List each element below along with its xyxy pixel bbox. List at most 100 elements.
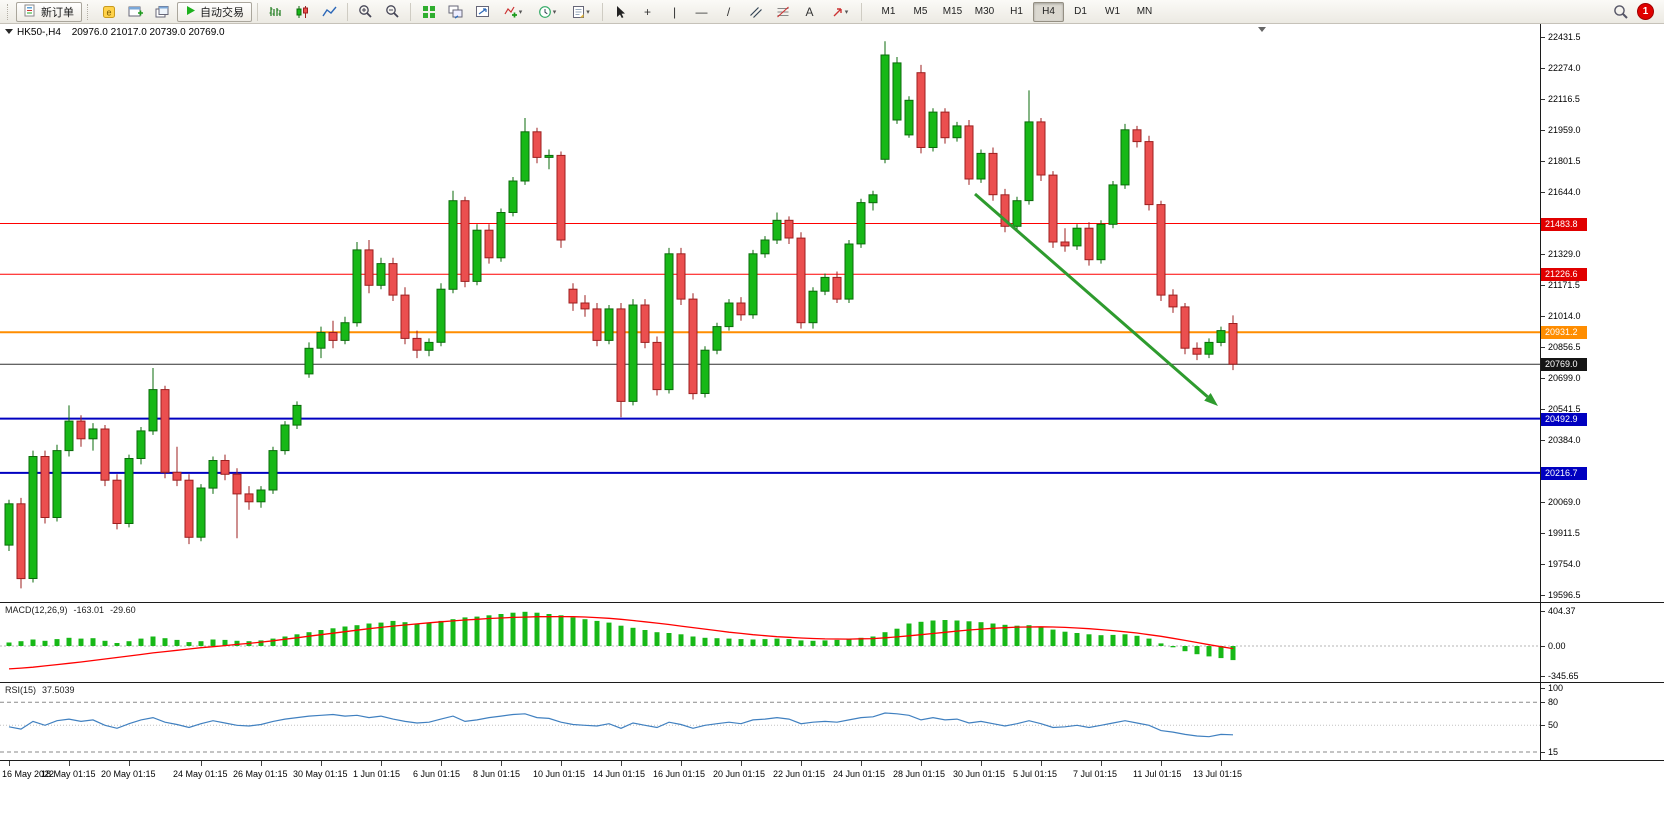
horizontal-line-icon[interactable]: —: [695, 4, 708, 19]
chart-symbol-period: HK50-,H4: [17, 27, 61, 38]
trendline-icon[interactable]: /: [726, 4, 731, 19]
price-tick: 21171.5: [1541, 280, 1580, 290]
time-label: 5 Jul 01:15: [1013, 769, 1058, 779]
notification-badge[interactable]: 1: [1637, 3, 1654, 20]
macd-axis-tick: -345.65: [1541, 671, 1579, 681]
price-badge: 21483.8: [1541, 218, 1587, 231]
time-label: 1 Jun 01:15: [353, 769, 401, 779]
rsi-axis: 100 80 50 15: [1541, 683, 1664, 759]
toolbar-separator: [410, 2, 411, 21]
macd-axis-tick: 404.37: [1541, 606, 1576, 616]
time-label: 20 May 01:15: [101, 769, 156, 779]
profiles-icon[interactable]: [150, 1, 175, 23]
price-tick: 20541.5: [1541, 404, 1581, 414]
price-badge: 20492.9: [1541, 413, 1587, 426]
tab-timeframe-h1[interactable]: H1: [1010, 6, 1023, 17]
time-axis[interactable]: 16 May 2022 18 May 01:15 20 May 01:15 24 Ma…: [0, 761, 1664, 789]
time-label: 16 May 2022: [2, 769, 55, 779]
time-tick: [321, 761, 322, 766]
panel-separator[interactable]: [0, 682, 1664, 683]
price-tick: 19596.5: [1541, 590, 1581, 600]
time-tick: [861, 761, 862, 766]
time-label: 24 Jun 01:15: [833, 769, 886, 779]
time-label: 16 Jun 01:15: [653, 769, 706, 779]
toolbar-separator: [602, 2, 603, 21]
zoom-in-icon[interactable]: [353, 1, 378, 23]
arrange-windows-icon[interactable]: [470, 1, 495, 23]
time-label: 10 Jun 01:15: [533, 769, 586, 779]
toolbar-separator: [257, 2, 258, 21]
time-tick: [981, 761, 982, 766]
time-label: 30 May 01:15: [293, 769, 348, 779]
tab-timeframe-w1[interactable]: W1: [1105, 6, 1120, 17]
periods-button[interactable]: ▾: [531, 1, 563, 23]
rsi-axis-tick: 100: [1541, 683, 1563, 693]
text-icon[interactable]: A: [805, 4, 814, 19]
tab-timeframe-m30[interactable]: M30: [974, 6, 995, 17]
arrows-tool-button[interactable]: ▾: [824, 1, 856, 23]
toolbar-grip: [7, 3, 11, 20]
time-label: 14 Jun 01:15: [593, 769, 646, 779]
tab-timeframe-m5[interactable]: M5: [913, 6, 928, 17]
price-chart-canvas[interactable]: [0, 24, 1540, 602]
macd-label: MACD(12,26,9) -163.01 -29.60: [5, 605, 142, 615]
price-axis[interactable]: 22431.5 22274.0 22116.5 21959.0 21801.5 21644…: [1541, 24, 1664, 602]
panel-separator: [0, 760, 1664, 761]
chevron-down-icon: ▾: [586, 8, 590, 16]
time-tick: [1041, 761, 1042, 766]
chevron-down-icon: ▾: [518, 8, 523, 16]
tab-timeframe-h4[interactable]: H4: [1033, 1, 1064, 22]
chevron-down-icon: ▾: [844, 8, 849, 16]
search-icon[interactable]: [1608, 1, 1633, 23]
indicators-button[interactable]: ▾: [497, 1, 529, 23]
vertical-line-icon[interactable]: |: [672, 4, 677, 19]
time-label: 24 May 01:15: [173, 769, 228, 779]
time-tick: [501, 761, 502, 766]
candlestick-chart-icon[interactable]: [290, 1, 315, 23]
tab-timeframe-d1[interactable]: D1: [1074, 6, 1087, 17]
auto-trading-button[interactable]: 自动交易: [177, 1, 252, 22]
tab-timeframe-m15[interactable]: M15: [942, 6, 963, 17]
tab-timeframe-mn[interactable]: MN: [1136, 6, 1153, 17]
rsi-axis-tick: 80: [1541, 697, 1558, 707]
time-tick: [1101, 761, 1102, 766]
time-label: 11 Jul 01:15: [1133, 769, 1182, 779]
rsi-axis-tick: 50: [1541, 720, 1558, 730]
price-tick: 21644.0: [1541, 187, 1581, 197]
price-badge: 21226.6: [1541, 268, 1587, 281]
channel-icon[interactable]: [743, 1, 768, 23]
new-order-button[interactable]: 新订单: [16, 1, 82, 22]
tile-windows-icon[interactable]: [416, 1, 441, 23]
bar-chart-icon[interactable]: [263, 1, 288, 23]
zoom-out-icon[interactable]: [380, 1, 405, 23]
price-badge: 20769.0: [1541, 358, 1587, 371]
rsi-panel-canvas[interactable]: [0, 683, 1540, 759]
chart-ohlc-values: 20976.0 21017.0 20739.0 20769.0: [71, 27, 225, 38]
line-chart-icon[interactable]: [317, 1, 342, 23]
toolbar: 新订单 e 自动交易: [0, 0, 1664, 24]
chevron-down-icon: ▾: [552, 8, 557, 16]
tab-timeframe-m1[interactable]: M1: [881, 6, 896, 17]
metaeditor-icon[interactable]: e: [96, 1, 121, 23]
panel-separator[interactable]: [0, 602, 1664, 603]
time-label: 13 Jul 01:15: [1193, 769, 1243, 779]
time-tick: [681, 761, 682, 766]
new-chart-icon[interactable]: [123, 1, 148, 23]
time-tick: [1221, 761, 1222, 766]
price-tick: 20699.0: [1541, 373, 1581, 383]
macd-signal-value: -29.60: [110, 605, 136, 615]
time-tick: [129, 761, 130, 766]
fibonacci-icon[interactable]: [770, 1, 795, 23]
price-tick: 19754.0: [1541, 559, 1581, 569]
macd-panel-canvas[interactable]: [0, 603, 1540, 681]
cursor-icon[interactable]: [608, 1, 633, 23]
time-tick: [621, 761, 622, 766]
cascade-windows-icon[interactable]: [443, 1, 468, 23]
crosshair-icon[interactable]: +: [643, 4, 651, 19]
templates-button[interactable]: ▾: [565, 1, 597, 23]
axis-separator: [1540, 24, 1541, 761]
auto-trading-label: 自动交易: [200, 6, 244, 19]
price-tick: 19911.5: [1541, 528, 1580, 538]
time-tick: [921, 761, 922, 766]
